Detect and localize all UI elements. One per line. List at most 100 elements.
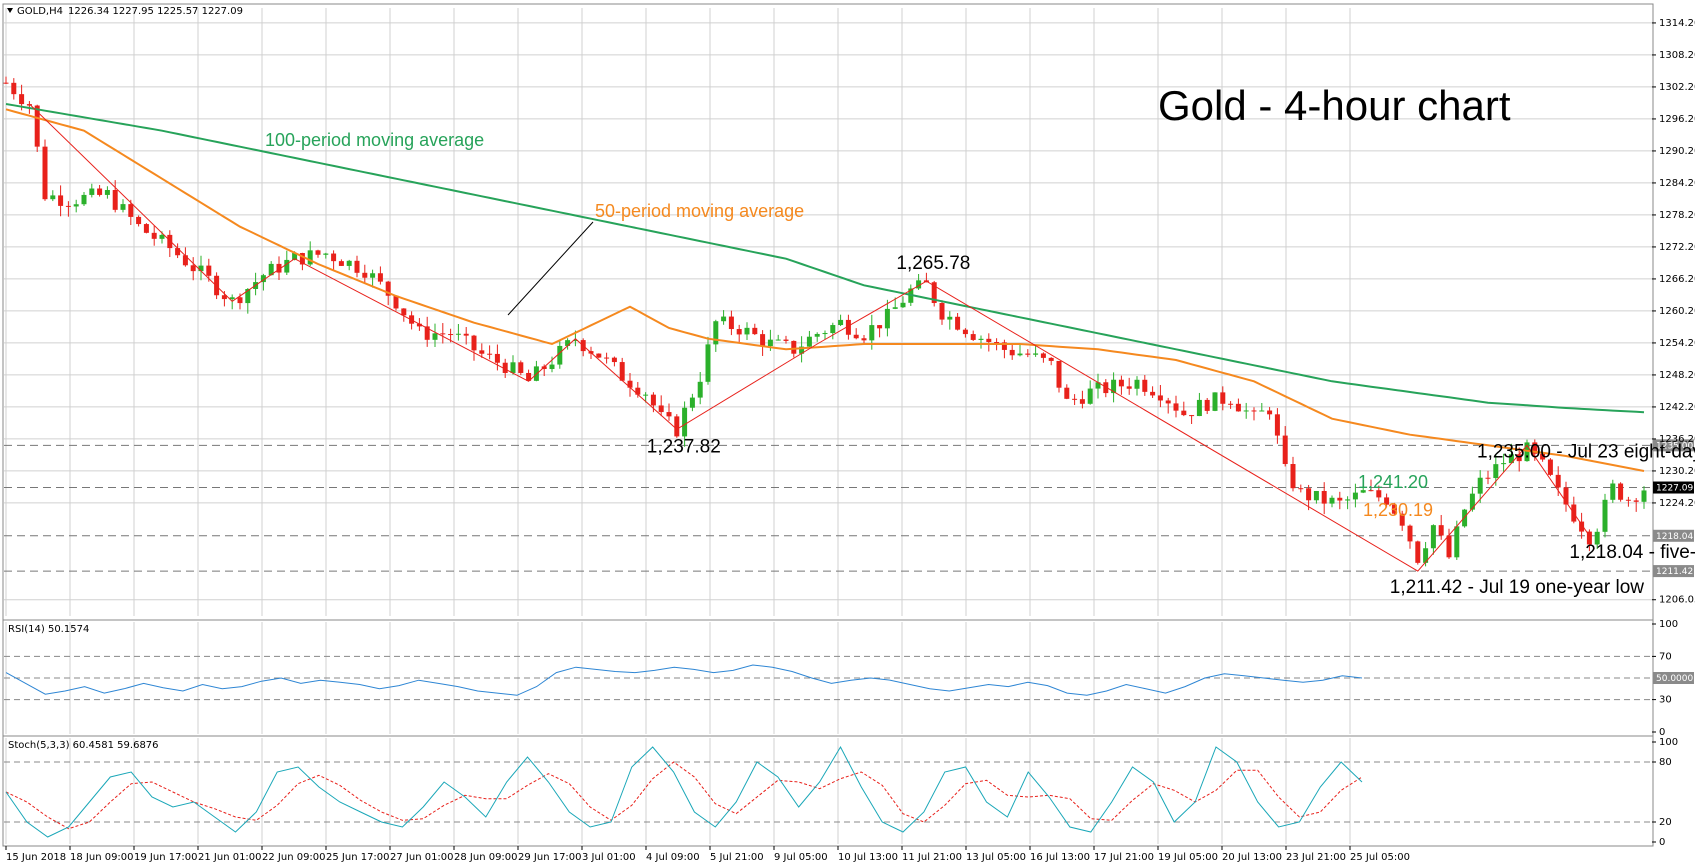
candle-body	[190, 265, 196, 272]
x-tick-label: 21 Jun 01:00	[198, 852, 262, 863]
levels-layer: 1235.00 1227.09 1218.04 1211.42	[4, 439, 1694, 578]
price-level-tag	[1653, 565, 1694, 578]
candle-body	[89, 188, 95, 195]
candle-body	[34, 105, 40, 147]
dropdown-triangle-icon[interactable]	[7, 8, 13, 13]
candle-body	[892, 307, 898, 309]
candle-body	[393, 295, 399, 309]
rsi-tick-label: 100	[1659, 619, 1678, 630]
candle-body	[1337, 497, 1343, 501]
candle-body	[619, 362, 625, 381]
candle-body	[986, 338, 992, 343]
candle-body	[73, 204, 79, 207]
candle-body	[1118, 379, 1124, 387]
candle-body	[1462, 509, 1468, 527]
candle-body	[1267, 410, 1273, 415]
stoch-signal-line	[5, 761, 1363, 830]
candle-body	[494, 353, 500, 363]
x-axis-layer: 15 Jun 2018 18 Jun 09:00 19 Jun 17:00 21 Ju…	[5, 846, 1410, 863]
candle-body	[752, 327, 758, 335]
candle-body	[463, 333, 469, 336]
candle-body	[182, 255, 188, 266]
candle-body	[19, 94, 25, 105]
candle-body	[510, 362, 516, 373]
x-tick-label: 29 Jun 17:00	[518, 852, 582, 863]
candle-body	[487, 353, 493, 355]
candle-body	[1228, 403, 1234, 405]
candle-body	[916, 280, 922, 289]
y-tick-label: 1284.20	[1659, 178, 1695, 189]
x-tick-label: 9 Jul 05:00	[774, 852, 828, 863]
candle-body	[455, 333, 461, 335]
candle-body	[1633, 500, 1639, 502]
candle-body	[1196, 399, 1202, 417]
candle-body	[557, 345, 563, 365]
candle-body	[721, 316, 727, 322]
candle-body	[276, 263, 282, 273]
candle-body	[1407, 525, 1413, 542]
candle-body	[1485, 477, 1491, 479]
moving-averages-layer	[5, 103, 1645, 472]
candle-body	[1423, 548, 1429, 563]
candle-body	[697, 381, 703, 398]
candle-body	[292, 253, 298, 260]
candle-body	[1298, 488, 1304, 490]
candle-body	[424, 326, 430, 340]
candle-body	[1321, 490, 1327, 504]
grid-layer	[4, 8, 1652, 844]
y-tick-label: 1224.20	[1659, 498, 1695, 509]
candle-body	[299, 253, 305, 265]
candle-body	[1048, 357, 1054, 361]
candle-body	[1493, 464, 1499, 479]
candle-body	[1618, 483, 1624, 500]
candle-body	[151, 232, 157, 239]
candle-body	[1384, 497, 1390, 505]
candle-body	[869, 325, 875, 341]
x-tick-label: 19 Jun 17:00	[134, 852, 198, 863]
y-tick-label: 1314.20	[1659, 18, 1695, 29]
candle-body	[1547, 459, 1553, 475]
candle-body	[830, 325, 836, 334]
candle-body	[767, 339, 773, 347]
candle-body	[1243, 410, 1249, 412]
candle-body	[1040, 353, 1046, 358]
candle-body	[471, 335, 477, 351]
candle-body	[994, 342, 1000, 344]
candle-body	[1352, 492, 1358, 500]
y-tick-label: 1302.20	[1659, 82, 1695, 93]
candle-body	[1282, 435, 1288, 465]
candle-body	[1438, 525, 1444, 536]
candle-body	[198, 265, 204, 272]
candle-body	[120, 204, 126, 210]
candle-body	[1313, 490, 1319, 501]
candle-body	[884, 308, 890, 329]
candle-body	[97, 188, 103, 195]
candle-body	[1111, 379, 1117, 394]
candle-body	[1399, 513, 1405, 526]
x-tick-label: 22 Jun 09:00	[262, 852, 326, 863]
candle-body	[689, 397, 695, 408]
candle-body	[1220, 392, 1226, 404]
candle-body	[1274, 414, 1280, 436]
candle-body	[362, 272, 368, 278]
candle-body	[167, 234, 173, 249]
candle-body	[432, 333, 438, 340]
candle-body	[627, 380, 633, 388]
candle-body	[81, 194, 87, 205]
price-level-tag-text: 1211.42	[1656, 567, 1693, 577]
candle-body	[104, 190, 110, 195]
rsi-tick-label: 30	[1659, 695, 1672, 706]
candle-body	[760, 334, 766, 347]
candle-body	[666, 412, 672, 417]
candle-body	[1189, 415, 1195, 417]
candle-body	[1345, 499, 1351, 501]
candle-body	[260, 275, 266, 283]
candle-body	[370, 273, 376, 278]
x-tick-label: 16 Jul 13:00	[1030, 852, 1090, 863]
trend-line	[29, 103, 1590, 572]
x-tick-label: 15 Jun 2018	[6, 852, 66, 863]
candle-body	[877, 325, 883, 329]
y-tick-label: 1278.20	[1659, 210, 1695, 221]
candle-body	[947, 316, 953, 320]
y-tick-label: 1260.20	[1659, 306, 1695, 317]
